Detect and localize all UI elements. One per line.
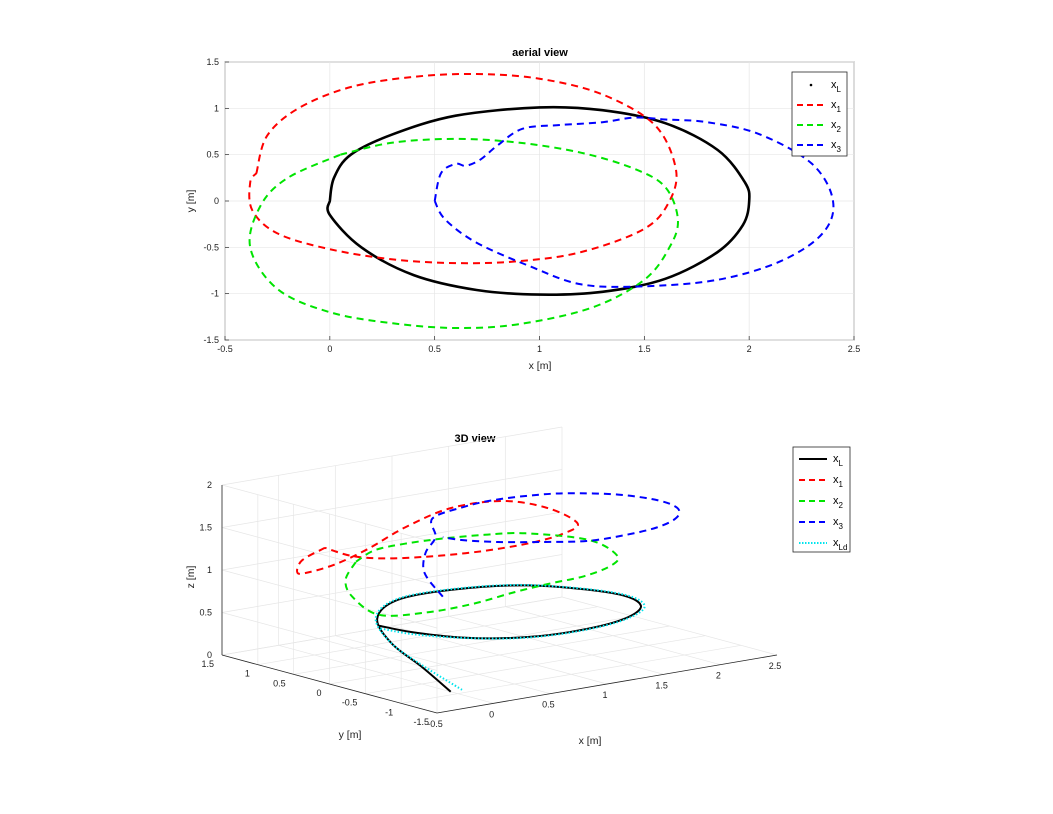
series-x-3-line [433, 116, 835, 288]
aerial-legend-marker-0 [809, 83, 813, 87]
3d-view-zlabel: z [m] [185, 566, 197, 589]
x-tick-label: 0.5 [542, 700, 555, 710]
series-x-L-line [376, 584, 642, 693]
series-x-1-line [296, 499, 579, 575]
aerial-view-ticks: -0.5 0 0.5 1 1.5 2 2.5 -1.5 -1 -0.5 0 0.5 1 1.5 [203, 57, 860, 354]
y-tick-label: -1.5 [203, 335, 219, 345]
sidewall-gridline-z [221, 484, 438, 544]
series-x-3-line [422, 492, 681, 598]
x-tick-label: 0 [327, 344, 332, 354]
backwall-gridline-z [221, 469, 563, 528]
z-tick-label: 1.5 [199, 523, 212, 533]
y-tick-label: -1 [385, 707, 393, 717]
x-tick-label: 1.5 [655, 680, 668, 690]
x-tick-label: 0 [489, 709, 494, 719]
backwall-gridline-z [221, 554, 563, 613]
floor-gridline-y [329, 625, 670, 685]
3d-view-ylabel: y [m] [339, 729, 362, 741]
y-tick-label: 0 [214, 196, 219, 206]
y-tick-label: 1 [214, 103, 219, 113]
aerial-view-xlabel: x [m] [529, 360, 552, 372]
z-tick-label: 0 [207, 650, 212, 660]
aerial-view-title: aerial view [512, 47, 568, 59]
series-x-2-line [344, 532, 620, 617]
legend-box [791, 71, 848, 157]
y-tick-label: -0.5 [203, 242, 219, 252]
sidewall-gridline-z [221, 612, 438, 671]
3d-view-title: 3D view [455, 433, 496, 445]
series-x-1-line [248, 72, 678, 265]
x-tick-label: 1 [537, 344, 542, 354]
y-tick-label: 1.5 [206, 57, 219, 67]
x-tick-label: 1 [602, 690, 607, 700]
aerial-view-ylabel: y [m] [185, 190, 197, 213]
y-tick-label: 1.5 [201, 659, 214, 669]
aerial-legend-label-2: x2 [831, 119, 842, 134]
3d-legend-label-3: x3 [833, 516, 844, 531]
x-tick-label: -0.5 [217, 344, 233, 354]
sidewall-gridline-z [221, 569, 438, 629]
x-tick-label: 2.5 [769, 661, 782, 671]
floor-gridline-y [401, 644, 742, 704]
x-tick-label: 2.5 [848, 344, 861, 354]
3d-view-xlabel: x [m] [579, 735, 602, 747]
floor-gridline-y [365, 635, 706, 695]
z-tick-label: 2 [207, 480, 212, 490]
3d-view-plot: 3D view -0.5 0 0.5 1 1.5 2 2.5 1.5 1 0.5 0 -0.5 -1 -1… [185, 426, 851, 747]
x-axis-line [436, 654, 778, 714]
x-tick-label: 2 [747, 344, 752, 354]
3d-legend-label-1: x1 [833, 474, 844, 489]
x-tick-label: 2 [716, 671, 721, 681]
aerial-legend-label-1: x1 [831, 99, 842, 114]
legend-box [792, 446, 851, 553]
x-tick-label: -0.5 [427, 719, 443, 729]
y-tick-label: 1 [245, 669, 250, 679]
aerial-view-plot: aerial view -0.5 0 0.5 1 1.5 2 2.5 -1.5 -1 -0.5 0 0… [185, 47, 860, 372]
y-tick-label: 0 [316, 688, 321, 698]
z-tick-label: 0.5 [199, 608, 212, 618]
floor-gridline-y [293, 615, 634, 675]
3d-view-grid [221, 426, 778, 714]
y-tick-label: 0.5 [206, 150, 219, 160]
backwall-gridline-z [221, 426, 563, 486]
aerial-view-series [248, 72, 835, 330]
aerial-view-legend: xL x1 x2 x3 [791, 71, 848, 157]
x-tick-label: 1.5 [638, 344, 651, 354]
aerial-legend-label-0: xL [831, 79, 842, 94]
y-tick-label: -0.5 [342, 698, 358, 708]
series-x-L-line [326, 105, 751, 296]
series-x-2-line [248, 137, 679, 330]
backwall-gridline-z [221, 596, 563, 656]
sidewall-gridline-z [221, 527, 438, 586]
backwall-gridline-z [221, 511, 563, 571]
3d-view-series [296, 492, 681, 693]
3d-legend-label-2: x2 [833, 495, 844, 510]
y-tick-label: -1 [211, 289, 219, 299]
y-tick-label: -1.5 [413, 717, 429, 727]
x-tick-label: 0.5 [428, 344, 441, 354]
z-tick-label: 1 [207, 565, 212, 575]
3d-view-ticks: -0.5 0 0.5 1 1.5 2 2.5 1.5 1 0.5 0 -0.5 -1 -1.5 0 0.5 1 1… [199, 480, 781, 729]
floor-gridline-y [257, 606, 598, 666]
3d-legend-label-0: xL [833, 453, 844, 468]
y-axis-line [221, 654, 438, 714]
series-x-Ld-line [374, 583, 646, 691]
aerial-legend-label-3: x3 [831, 139, 842, 154]
y-tick-label: 0.5 [273, 678, 286, 688]
